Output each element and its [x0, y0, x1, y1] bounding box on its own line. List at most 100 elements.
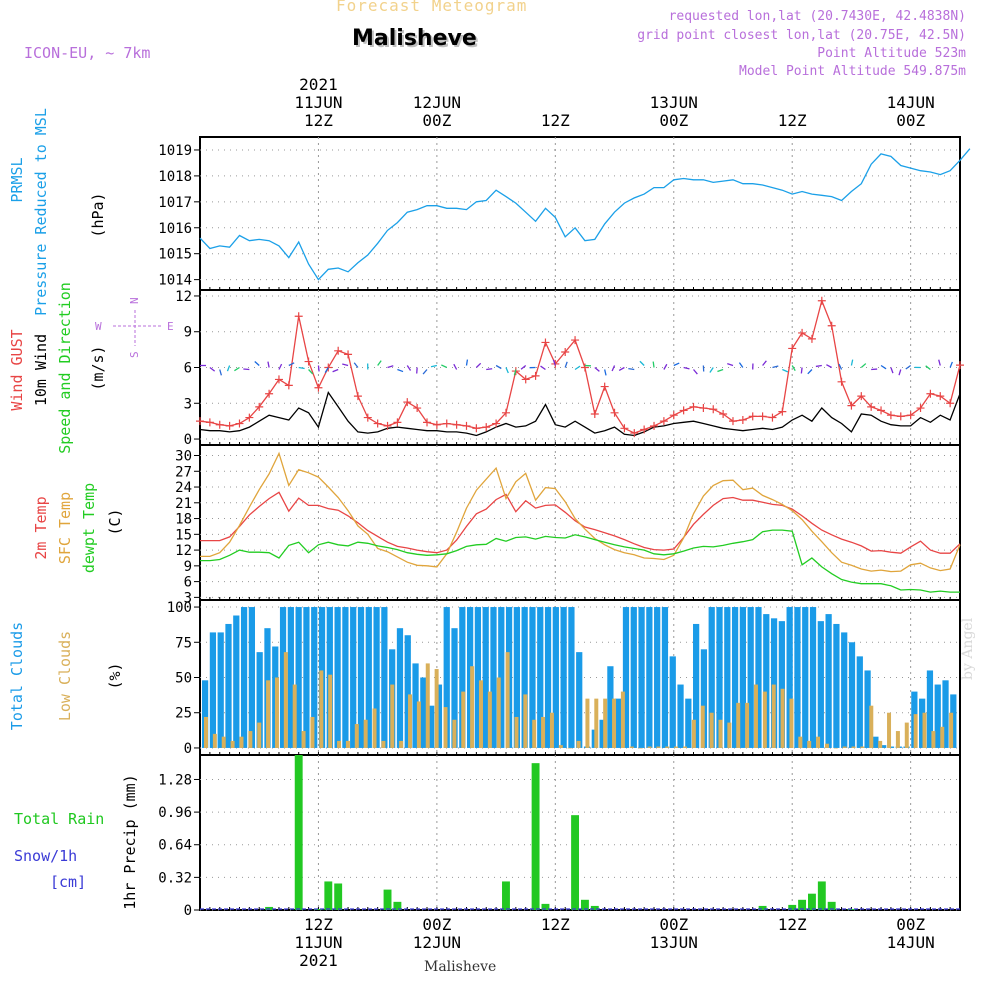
wind-direction-arrow: [949, 361, 953, 368]
total-cloud-bar: [950, 694, 957, 748]
total-cloud-bar: [537, 607, 544, 748]
wind-direction-arrow: [693, 369, 698, 375]
top-time-label: 11JUN: [294, 93, 342, 112]
gust-marker: [403, 398, 412, 407]
wind-direction-arrow: [505, 367, 509, 374]
wind-direction-arrow: [397, 368, 404, 373]
low-cloud-bar: [434, 669, 439, 748]
total-cloud-bar: [864, 670, 871, 748]
low-cloud-bar: [301, 731, 306, 748]
gust-marker: [580, 363, 589, 372]
wind-direction-arrow: [772, 365, 779, 369]
total-cloud-bar: [295, 607, 302, 748]
gust-marker: [324, 363, 333, 372]
wind-direction-arrow: [226, 365, 231, 372]
low-cloud-bar: [381, 740, 386, 748]
gust-marker: [492, 419, 501, 428]
y-tick-label: 1015: [158, 247, 192, 263]
total-cloud-bar: [498, 607, 505, 748]
wind-line: [199, 391, 961, 437]
wind-direction-arrow: [332, 368, 339, 373]
y-tick-label: 1018: [158, 169, 192, 185]
wind-direction-arrow: [663, 363, 668, 370]
gust-marker: [571, 336, 580, 345]
total-cloud-bar: [677, 684, 684, 748]
low-cloud-bar: [416, 701, 421, 748]
bottom-station-name: Malisheve: [424, 959, 497, 975]
wind-direction-arrow: [475, 362, 482, 368]
total-cloud-bar: [303, 607, 310, 748]
low-cloud-bar: [753, 684, 758, 748]
total-cloud-bar: [451, 628, 458, 748]
total-cloud-bar: [357, 607, 365, 748]
wind-gust-label: Wind GUST: [8, 329, 26, 410]
top-time-label: 14JUN: [887, 93, 935, 112]
low-cloud-bar: [372, 708, 377, 748]
total-cloud-bar: [576, 652, 583, 748]
gust-marker: [936, 392, 945, 401]
total-cloud-bar: [685, 698, 692, 748]
requested-coords: requested lon,lat (20.7430E, 42.4838N): [668, 9, 966, 24]
wind-direction-arrow: [860, 363, 867, 368]
bottom-time-label: 00Z: [659, 915, 688, 934]
bottom-time-label: 13JUN: [650, 933, 698, 952]
total-cloud-bar: [202, 680, 209, 748]
gust-marker: [807, 334, 816, 343]
wind-direction-arrow: [898, 369, 902, 376]
low-cloud-bar: [212, 733, 217, 748]
total-cloud-bar: [724, 607, 731, 748]
total-cloud-bar: [513, 607, 520, 748]
low-cloud-bar: [363, 719, 368, 748]
total-cloud-bar: [763, 614, 770, 748]
low-cloud-bar: [443, 707, 448, 748]
total-cloud-bar: [716, 607, 723, 748]
wind-direction-arrow: [406, 365, 412, 371]
gust-marker: [916, 404, 925, 413]
total-cloud-bar: [848, 642, 856, 748]
gust-marker: [196, 417, 204, 426]
wind-direction-arrow: [807, 369, 813, 375]
y-tick-label: 24: [175, 480, 192, 496]
low-cloud-bar: [833, 747, 838, 749]
low-cloud-bar: [452, 719, 457, 748]
low-cloud-bar: [887, 712, 892, 748]
gust-marker: [600, 382, 609, 391]
y-tick-label: 1016: [158, 221, 192, 237]
dewpoint-label: dewpt Temp: [80, 483, 98, 573]
low-cloud-bar: [292, 684, 297, 748]
low-cloud-bar: [940, 726, 945, 748]
low-cloud-bar: [425, 663, 430, 748]
y-tick-label: 12: [175, 543, 192, 559]
gust-marker: [215, 420, 224, 429]
low-cloud-bar: [461, 691, 466, 748]
gust-marker: [699, 404, 708, 413]
low-cloud-bar: [691, 719, 696, 748]
y-tick-label: 0: [184, 741, 192, 757]
low-cloud-bar: [913, 714, 918, 748]
low-cloud-bar: [337, 740, 342, 748]
wind-10m-label: 10m Wind: [32, 334, 50, 406]
low-cloud-bar: [532, 719, 537, 748]
gust-marker: [482, 423, 491, 432]
gust-marker: [393, 418, 402, 427]
gust-marker: [778, 407, 787, 416]
wind-direction-arrow: [611, 365, 616, 372]
model-label: ICON-EU, ~ 7km: [24, 44, 151, 62]
wind-direction-arrow: [342, 363, 349, 367]
low-clouds-label: Low Clouds: [56, 631, 74, 721]
low-cloud-bar: [824, 743, 829, 748]
wind-direction-arrow: [219, 369, 223, 376]
precip-bar: [788, 904, 797, 910]
wind-direction-arrow: [574, 365, 581, 371]
top-time-label: 00Z: [896, 111, 925, 130]
wind-direction-arrow: [430, 364, 438, 368]
wind-direction-arrow: [387, 365, 394, 369]
low-cloud-bar: [523, 694, 528, 748]
station-title: Malisheve: [352, 26, 477, 51]
low-cloud-bar: [204, 716, 208, 748]
low-cloud-bar: [718, 719, 723, 748]
total-cloud-bar: [373, 607, 380, 748]
total-cloud-bar: [661, 607, 669, 748]
total-cloud-bar: [693, 623, 700, 748]
pressure-label-msl: Pressure Reduced to MSL: [32, 108, 50, 316]
